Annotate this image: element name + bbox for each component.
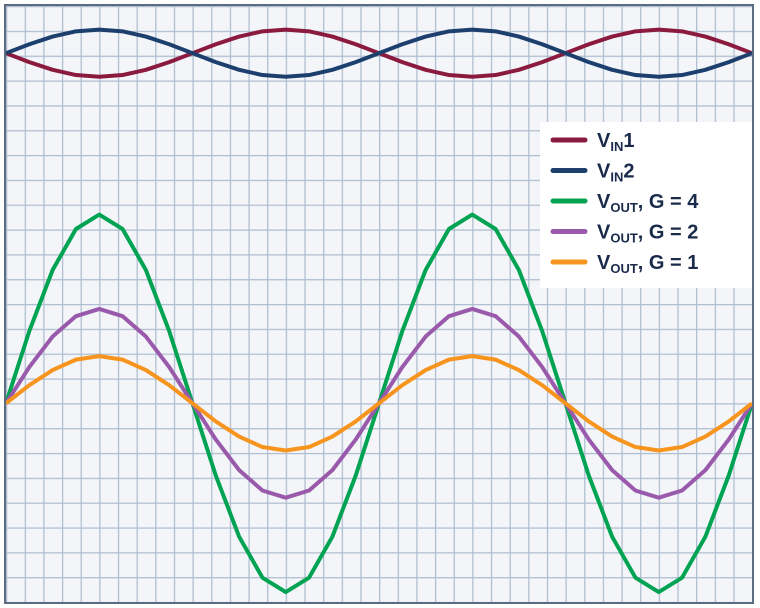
legend-label-part: V [597, 191, 611, 213]
plot-border [4, 4, 754, 604]
legend-label-part: OUT [610, 200, 638, 215]
legend-label: VOUT, G = 1 [597, 252, 698, 276]
legend-label-part: 2 [623, 161, 634, 183]
legend-label-part: V [597, 222, 611, 244]
legend-label-part: V [597, 252, 611, 274]
legend-label: VIN2 [597, 161, 634, 185]
grid-horizontal [6, 6, 752, 602]
legend-label-part: , G = 4 [638, 191, 699, 213]
legend-label-part: V [597, 130, 611, 152]
legend-label-part: OUT [610, 231, 638, 246]
legend-label-part: IN [610, 170, 623, 185]
legend-label-part: OUT [610, 261, 638, 276]
legend-label: VOUT, G = 4 [597, 191, 699, 215]
legend-label-part: , G = 2 [638, 222, 699, 244]
series-line [4, 354, 754, 453]
legend-label-part: 1 [623, 130, 634, 152]
legend-label-part: IN [610, 139, 623, 154]
legend-label: VIN1 [597, 130, 634, 154]
series-line [5, 27, 753, 79]
legend-label-part: V [597, 161, 611, 183]
legend-label-part: , G = 1 [638, 252, 699, 274]
legend-label: VOUT, G = 2 [597, 222, 698, 246]
